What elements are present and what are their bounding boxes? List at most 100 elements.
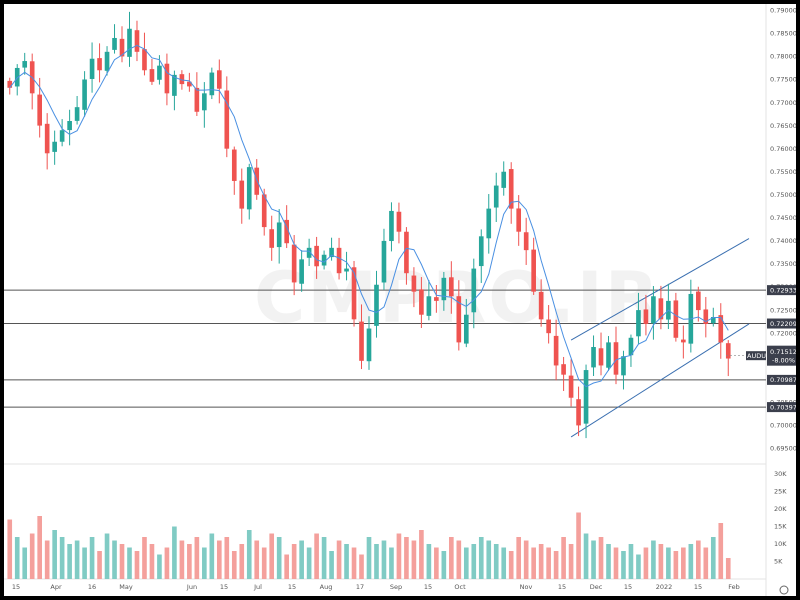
time-tick-label: Nov [520, 583, 533, 591]
volume-bar [613, 547, 619, 579]
volume-bar [254, 540, 260, 579]
candle-body [463, 314, 469, 344]
candle-body [291, 244, 297, 283]
volume-tick-label: 10K [774, 540, 787, 548]
candle-body [561, 364, 566, 375]
time-tick-label: 15 [624, 583, 632, 591]
volume-bar [546, 547, 551, 579]
volume-bar [216, 540, 222, 579]
volume-bar [553, 551, 559, 579]
candle-body [202, 93, 207, 111]
candle-body [411, 275, 417, 292]
candle-body [613, 342, 619, 375]
candle-body [209, 72, 215, 96]
candle-body [703, 309, 709, 324]
price-tick-label: 0.72000 [770, 329, 796, 337]
candle-body [134, 30, 140, 52]
volume-bar [276, 537, 282, 579]
candlestick-chart[interactable]: CMPRO.IR 0.790000.785000.780000.775000.7… [4, 4, 796, 596]
price-tick-label: 0.69500 [770, 445, 796, 453]
candle-body [501, 171, 507, 188]
price-tick-label: 0.75000 [770, 191, 796, 199]
last-price-box [767, 345, 796, 366]
volume-tick-label: 20K [774, 505, 787, 513]
candle-body [7, 80, 13, 88]
volume-bar [478, 537, 484, 579]
candle-body [546, 319, 551, 334]
volume-bar [37, 516, 43, 579]
volume-bar [344, 544, 349, 579]
candle-body [89, 58, 95, 79]
candle-body [576, 399, 581, 426]
candle-body [419, 289, 424, 315]
volume-bar [172, 526, 177, 579]
candle-body [643, 309, 649, 324]
volume-bar [89, 537, 95, 579]
volume-bar [695, 540, 701, 579]
candle-body [606, 342, 611, 368]
volume-bar [67, 544, 72, 579]
price-tick-label: 0.75500 [770, 168, 796, 176]
volume-bar [598, 537, 604, 579]
volume-bar [187, 544, 192, 579]
settings-gear-icon[interactable] [779, 585, 789, 595]
moving-average [9, 44, 729, 388]
time-tick-label: 2022 [656, 583, 673, 591]
volume-bar [710, 537, 716, 579]
candle-body [471, 268, 477, 313]
price-labels: 0.72933 0.72209 0.70987 0.70397 AUDUSD0.7151… [726, 285, 796, 413]
volume-bar [658, 544, 664, 579]
candle-body [366, 328, 372, 362]
volume-bar [149, 544, 155, 579]
price-tick-label: 0.74500 [770, 214, 796, 222]
candle-body [658, 298, 664, 320]
candle-body [164, 63, 170, 94]
candle-body [67, 121, 72, 131]
volume-bar [531, 547, 536, 579]
price-tick-label: 0.76500 [770, 122, 796, 130]
candle-body [44, 123, 50, 154]
volume-bar [666, 547, 671, 579]
time-tick-label: 15 [558, 583, 566, 591]
volume-bar [419, 530, 424, 579]
volume-axis: 30K 25K 20K 15K 10K 5K [774, 470, 787, 566]
candle-body [531, 249, 536, 292]
volume-bar [381, 540, 387, 579]
volume-tick-label: 25K [774, 488, 787, 496]
candle-body [434, 297, 439, 301]
candle-body [187, 81, 192, 87]
time-tick-label: Sep [390, 583, 402, 591]
time-tick-label: 15 [12, 583, 20, 591]
candle-body [261, 194, 267, 228]
volume-bar [643, 547, 649, 579]
candle-body [381, 240, 387, 283]
volume-bar [351, 547, 357, 579]
time-tick-label: Aug [320, 583, 333, 591]
candle-body [404, 231, 409, 274]
candle-body [486, 208, 492, 239]
volume-bar [404, 537, 409, 579]
volume-bar [501, 547, 507, 579]
time-tick-label: 15 [288, 583, 296, 591]
volume-bar [651, 540, 656, 579]
volume-bar [231, 551, 237, 579]
price-tick-label: 0.72500 [770, 306, 796, 314]
time-axis: 15 Apr 16 May Jun 15 Jul 15 Aug 17 Sep 15 Oct Nov 15 De… [12, 583, 740, 591]
candle-body [516, 208, 522, 232]
candle-body [591, 347, 596, 368]
candle-body [359, 321, 364, 361]
candle-body [299, 259, 304, 284]
time-tick-label: Apr [50, 583, 62, 591]
time-tick-label: Dec [590, 583, 603, 591]
candle-body [82, 79, 87, 110]
candle-body [344, 268, 349, 272]
volume-bar [104, 533, 110, 579]
volume-bar [97, 551, 102, 579]
candle-body [239, 180, 245, 209]
candle-body [449, 277, 454, 297]
time-tick-label: 15 [694, 583, 702, 591]
volume-bar [389, 547, 394, 579]
candle-body [583, 370, 589, 424]
candle-body [651, 296, 656, 324]
candle-body [636, 310, 641, 337]
